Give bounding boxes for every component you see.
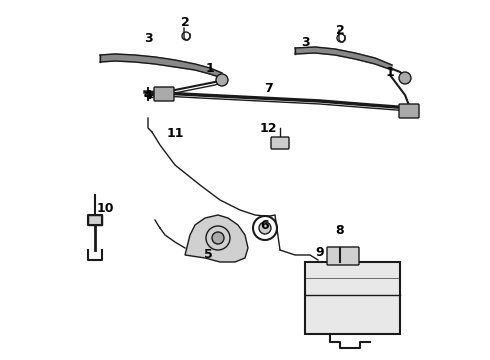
Text: 11: 11: [166, 126, 184, 140]
FancyBboxPatch shape: [154, 87, 174, 101]
FancyBboxPatch shape: [305, 262, 400, 334]
Polygon shape: [185, 215, 248, 262]
Circle shape: [259, 222, 271, 234]
Text: 1: 1: [386, 66, 394, 78]
Circle shape: [216, 74, 228, 86]
FancyBboxPatch shape: [327, 247, 359, 265]
Text: 3: 3: [144, 32, 152, 45]
Text: 10: 10: [96, 202, 114, 215]
Polygon shape: [100, 54, 222, 78]
Text: 2: 2: [181, 15, 189, 28]
Circle shape: [399, 72, 411, 84]
FancyBboxPatch shape: [271, 137, 289, 149]
FancyBboxPatch shape: [399, 104, 419, 118]
Text: 4: 4: [144, 89, 152, 102]
Circle shape: [212, 232, 224, 244]
Text: 5: 5: [204, 248, 212, 261]
Text: 2: 2: [336, 23, 344, 36]
Text: 1: 1: [206, 62, 215, 75]
Text: 3: 3: [301, 36, 309, 49]
Text: 7: 7: [264, 81, 272, 95]
Text: 6: 6: [261, 219, 270, 231]
Text: 8: 8: [336, 224, 344, 237]
Text: 9: 9: [316, 246, 324, 258]
Polygon shape: [295, 47, 392, 70]
Polygon shape: [88, 215, 102, 225]
Text: 12: 12: [259, 122, 277, 135]
